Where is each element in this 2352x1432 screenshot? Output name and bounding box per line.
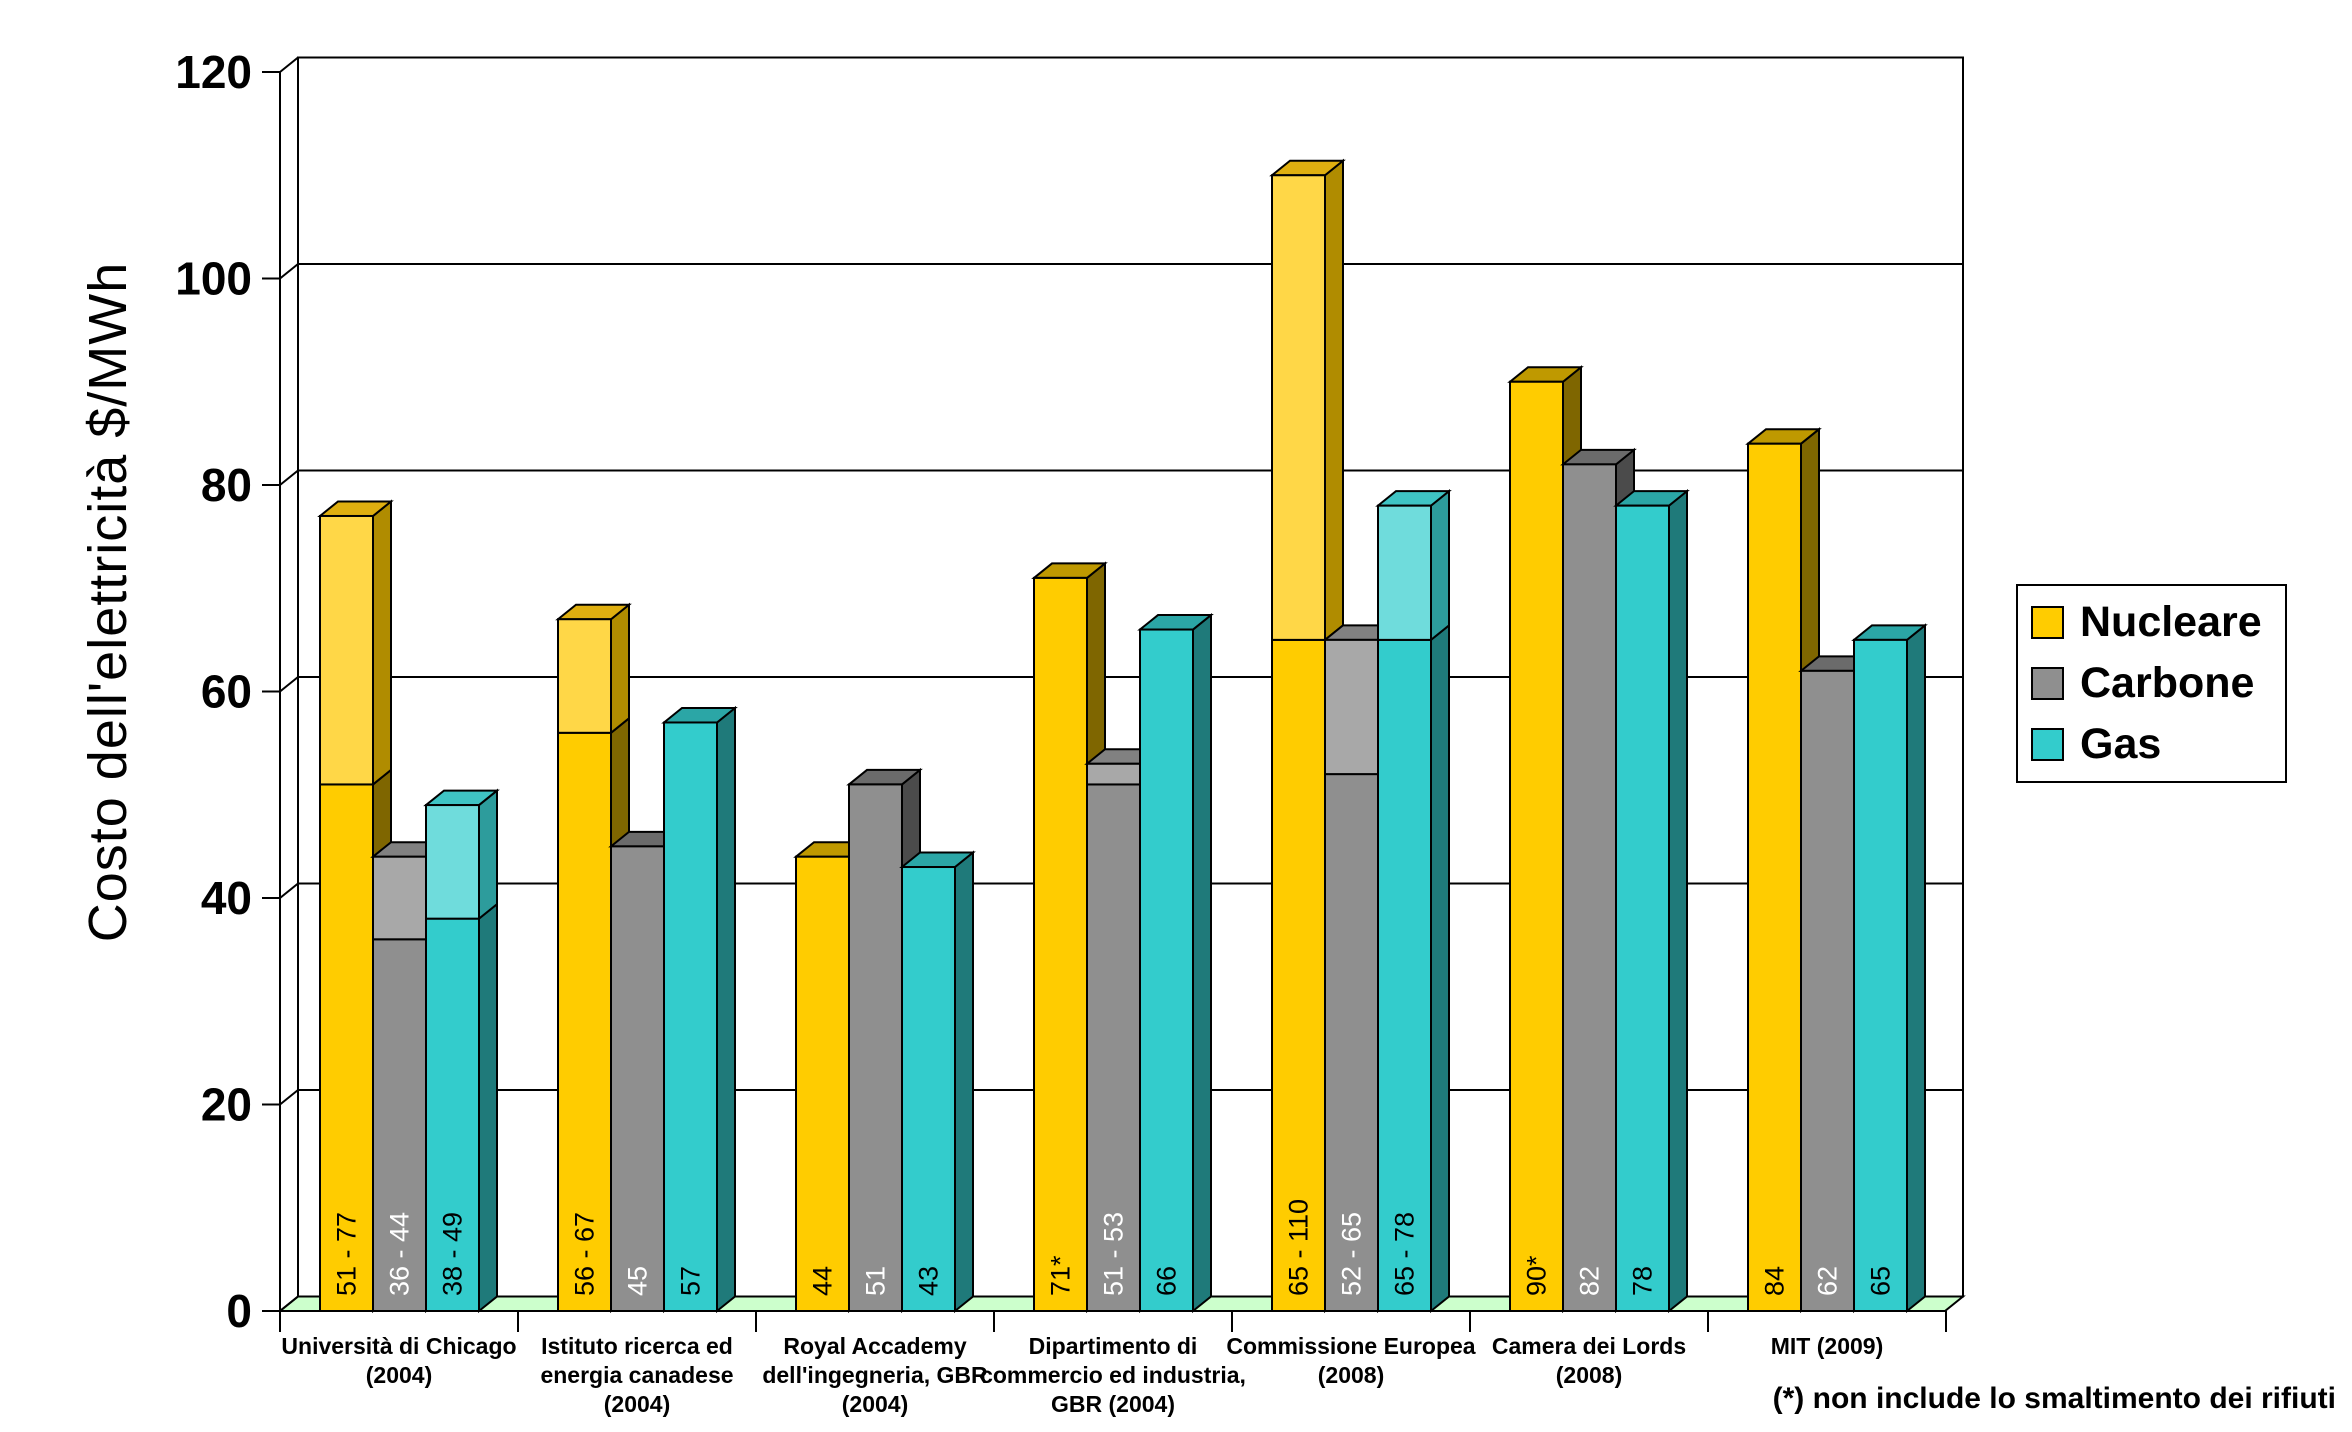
footnote: (*) non include lo smaltimento dei rifiu… [1772,1382,2336,1415]
legend-item-gas: Gas [2031,723,2285,766]
y-tick-label: 20 [201,1079,252,1131]
bar-front-carbone [610,845,665,1312]
bar-front-range-gas [425,804,480,920]
bar-front-carbone [1800,669,1855,1312]
bar-front-range-carbone [1086,762,1141,786]
bar-value-label: 38 - 49 [438,1212,468,1296]
bar-value-label: 84 [1760,1266,1790,1296]
bar-value-label: 57 [676,1266,706,1296]
bar-front-nucleare [1271,638,1326,1312]
bar-front-gas [1615,504,1670,1312]
bar-front-nucleare [1033,576,1088,1312]
bar-value-label: 82 [1575,1266,1605,1296]
category-label: Camera dei Lords (2008) [1492,1333,1686,1388]
bar-front-carbone [372,938,427,1312]
bar-value-label: 65 [1866,1266,1896,1296]
bar-front-nucleare [795,855,850,1312]
legend-label-gas: Gas [2080,720,2162,768]
bar-value-label: 71* [1046,1255,1076,1296]
bar-side-gas [1668,489,1688,1314]
category-label: Istituto ricerca ed energia canadese (2004… [540,1333,733,1417]
y-axis-depth-connector [279,56,299,73]
y-tick-label: 100 [175,253,252,305]
bar-front-range-nucleare [1271,174,1326,641]
bar-value-label: 62 [1813,1266,1843,1296]
legend-item-nucleare: Nucleare [2031,601,2285,644]
bar-front-range-nucleare [557,618,612,734]
bar-value-label: 90* [1522,1255,1552,1296]
bar-front-gas [1377,638,1432,1312]
category-label: Royal Accademy dell'ingegneria, GBR (2004) [762,1333,988,1417]
bar-front-nucleare [1509,380,1564,1312]
category-label: MIT (2009) [1771,1333,1883,1359]
y-tick-label: 80 [201,459,252,511]
bar-side-range-nucleare [372,499,392,787]
y-tick-label: 60 [201,666,252,718]
bar-value-label: 44 [808,1266,838,1296]
bar-front-range-nucleare [319,514,374,786]
bar-value-label: 78 [1628,1266,1658,1296]
bar-front-range-gas [1377,504,1432,641]
legend-label-nucleare: Nucleare [2080,598,2262,646]
bar-front-range-carbone [372,855,427,941]
bar-front-gas [901,866,956,1313]
bar-front-gas [425,917,480,1313]
bar-side-gas [954,850,974,1314]
legend: Nucleare Carbone Gas [2016,584,2287,783]
bar-front-gas [663,721,718,1312]
y-tick-label: 120 [175,46,252,98]
bar-value-label: 43 [914,1266,944,1296]
bar-front-range-carbone [1324,638,1379,776]
bar-side-range-gas [478,788,498,921]
bar-value-label: 51 - 53 [1099,1212,1129,1296]
bar-front-gas [1139,628,1194,1312]
y-tick-label: 0 [226,1285,252,1337]
bar-front-carbone [1324,773,1379,1312]
y-axis-depth-connector [279,263,299,280]
legend-label-carbone: Carbone [2080,659,2255,707]
bar-side-gas [1430,623,1450,1314]
category-label: Commissione Europea (2008) [1226,1333,1475,1388]
bar-value-label: 65 - 78 [1390,1212,1420,1296]
bar-value-label: 51 - 77 [332,1212,362,1296]
y-axis-depth-connector [279,1295,299,1312]
y-tick-label: 40 [201,872,252,924]
legend-swatch-carbone [2031,667,2064,700]
bar-side-range-nucleare [1324,158,1344,642]
bar-side-gas [1906,623,1926,1314]
bar-value-label: 36 - 44 [385,1212,415,1296]
bar-side-gas [1192,612,1212,1314]
y-axis-depth-connector [279,676,299,693]
bar-front-carbone [848,783,903,1312]
bar-side-range-gas [1430,489,1450,642]
category-label: Università di Chicago (2004) [281,1333,516,1388]
bar-side-range-nucleare [610,602,630,735]
legend-item-carbone: Carbone [2031,662,2285,705]
y-axis-depth-connector [279,882,299,899]
bar-value-label: 51 [861,1266,891,1296]
bar-front-nucleare [1747,442,1802,1312]
legend-swatch-nucleare [2031,606,2064,639]
y-axis-depth-connector [279,469,299,486]
bar-side-gas [478,902,498,1314]
y-axis-title: Costo dell'elettricità $/MWh [78,261,138,943]
bar-side-gas [716,705,736,1314]
legend-swatch-gas [2031,728,2064,761]
bar-value-label: 52 - 65 [1337,1212,1367,1296]
bar-front-gas [1853,638,1908,1312]
y-axis-depth-connector [279,1089,299,1106]
bar-front-carbone [1086,783,1141,1312]
bar-value-label: 66 [1152,1266,1182,1296]
category-label: Dipartimento di commercio ed industria, GB… [980,1333,1246,1417]
bar-front-carbone [1562,463,1617,1313]
bar-value-label: 56 - 67 [570,1212,600,1296]
bar-value-label: 45 [623,1266,653,1296]
bar-value-label: 65 - 110 [1284,1199,1314,1296]
